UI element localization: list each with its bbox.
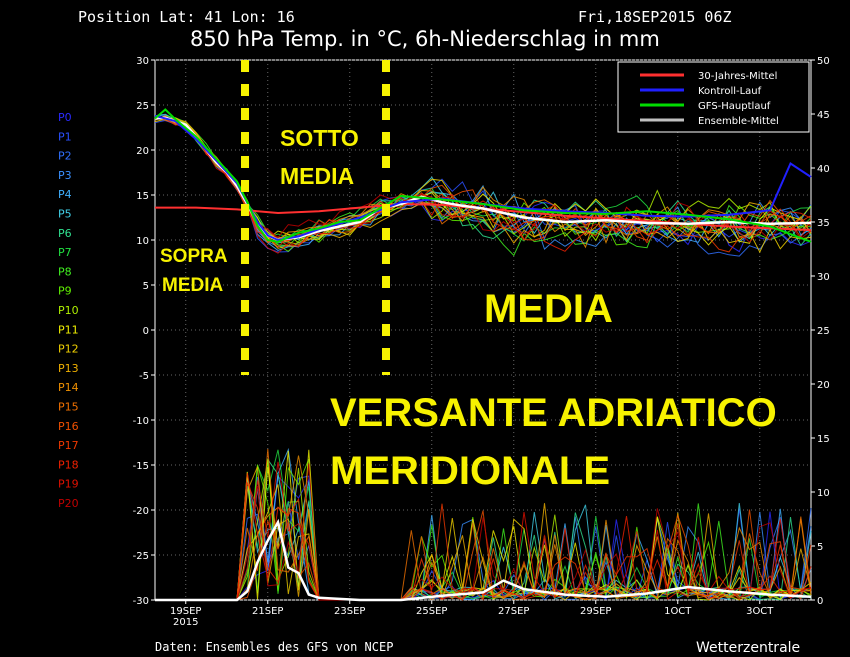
member-label: P14 <box>58 381 79 394</box>
brand-label: Wetterzentrale <box>696 640 800 656</box>
member-label: P8 <box>58 265 72 278</box>
member-label: P13 <box>58 362 79 375</box>
member-label: P11 <box>58 323 79 336</box>
member-label: P18 <box>58 458 79 471</box>
right-tick-label: 5 <box>817 542 823 553</box>
member-label: P4 <box>58 188 72 201</box>
left-tick-label: 25 <box>136 101 149 112</box>
member-label: P9 <box>58 285 72 298</box>
member-precip-line <box>155 455 812 601</box>
right-tick-label: 45 <box>817 110 830 121</box>
member-precip-line <box>155 461 812 601</box>
member-label: P16 <box>58 420 79 433</box>
right-tick-label: 40 <box>817 164 830 175</box>
x-tick-label: 23SEP <box>334 606 365 617</box>
member-label: P7 <box>58 246 72 259</box>
left-tick-label: -5 <box>139 371 149 382</box>
left-axis: 30 25 20 15 10 5 0 -5 -10 -15 -20 -25 -30 <box>133 56 155 607</box>
left-tick-label: -25 <box>133 551 149 562</box>
annotation-region-1: VERSANTE ADRIATICO <box>330 391 777 435</box>
left-tick-label: 20 <box>136 146 149 157</box>
run-date: Fri,18SEP2015 06Z <box>578 8 732 26</box>
annotation-sopra-2: MEDIA <box>162 275 224 296</box>
member-label: P5 <box>58 208 72 221</box>
x-tick-label: 3OCT <box>746 606 774 617</box>
member-label: P19 <box>58 478 79 491</box>
right-tick-label: 10 <box>817 488 830 499</box>
right-tick-label: 20 <box>817 380 830 391</box>
x-tick-label: 19SEP <box>170 606 201 617</box>
data-source: Daten: Ensembles des GFS von NCEP <box>155 640 393 654</box>
x-tick-label: 25SEP <box>416 606 447 617</box>
member-label: P3 <box>58 169 72 182</box>
chart-title: 850 hPa Temp. in °C, 6h-Niederschlag in … <box>190 27 660 51</box>
legend-label: Ensemble-Mittel <box>698 116 779 127</box>
annotation-sotto-1: SOTTO <box>280 125 359 151</box>
member-label: P0 <box>58 111 72 124</box>
right-tick-label: 30 <box>817 272 830 283</box>
ensemble-precip <box>155 447 812 601</box>
annotation-sopra-1: SOPRA <box>160 246 228 267</box>
x-tick-year: 2015 <box>173 617 198 628</box>
legend: 30-Jahres-Mittel Kontroll-Lauf GFS-Hauptla… <box>617 61 810 133</box>
right-tick-label: 0 <box>817 596 823 607</box>
position-label: Position Lat: 41 Lon: 16 <box>78 8 295 26</box>
annotation-sotto-2: MEDIA <box>280 163 354 189</box>
right-tick-label: 15 <box>817 434 830 445</box>
left-tick-label: -20 <box>133 506 149 517</box>
legend-label: 30-Jahres-Mittel <box>698 71 777 82</box>
left-tick-label: -30 <box>133 596 149 607</box>
left-tick-label: 15 <box>136 191 149 202</box>
series-line <box>154 108 812 243</box>
right-tick-label: 25 <box>817 326 830 337</box>
member-label: P1 <box>58 130 72 143</box>
main-series <box>154 108 812 602</box>
member-label: P12 <box>58 343 79 356</box>
right-tick-label: 50 <box>817 56 830 67</box>
member-temp-line <box>155 117 812 253</box>
series-line <box>155 518 812 602</box>
x-tick-label: 29SEP <box>580 606 611 617</box>
left-tick-label: -15 <box>133 461 149 472</box>
left-tick-label: 30 <box>136 56 149 67</box>
member-label: P17 <box>58 439 79 452</box>
annotation-media: MEDIA <box>484 287 613 331</box>
x-tick-label: 1OCT <box>664 606 692 617</box>
x-tick-label: 21SEP <box>252 606 283 617</box>
member-label: P20 <box>58 497 79 510</box>
member-labels: P0 P1 P2 P3 P4 P5 P6 P7 P8 P9 P10 P11 P12 P13 P14 P15 P1… <box>58 111 79 510</box>
member-label: P2 <box>58 150 72 163</box>
legend-label: Kontroll-Lauf <box>698 86 762 97</box>
left-tick-label: -10 <box>133 416 149 427</box>
member-precip-line <box>155 466 812 601</box>
left-tick-label: 0 <box>143 326 149 337</box>
member-temp-line <box>154 116 812 243</box>
right-tick-label: 35 <box>817 218 830 229</box>
member-label: P6 <box>58 227 72 240</box>
left-tick-label: 10 <box>136 236 149 247</box>
member-precip-line <box>155 463 812 601</box>
x-tick-label: 27SEP <box>498 606 529 617</box>
member-temp-line <box>154 114 812 251</box>
member-label: P10 <box>58 304 79 317</box>
left-tick-label: 5 <box>143 281 149 292</box>
legend-label: GFS-Hauptlauf <box>698 101 771 112</box>
annotation-region-2: MERIDIONALE <box>330 449 610 493</box>
member-label: P15 <box>58 401 79 414</box>
